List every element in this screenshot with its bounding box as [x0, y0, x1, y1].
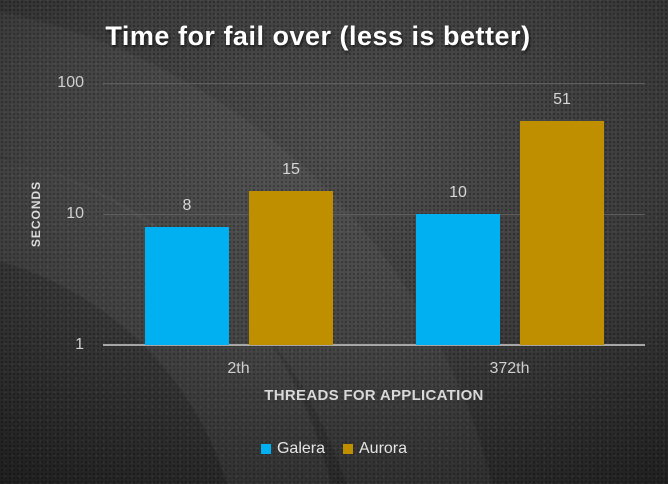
legend-item-aurora: Aurora — [343, 438, 407, 460]
x-axis-title: THREADS FOR APPLICATION — [264, 387, 484, 404]
legend-swatch-galera — [260, 444, 271, 454]
gridline-100 — [103, 83, 645, 84]
y-tick-100: 100 — [57, 74, 84, 91]
plot-area: 8 15 10 51 — [103, 83, 645, 346]
bar-galera-2th — [145, 227, 229, 345]
bar-value-label-aurora-372th: 51 — [553, 91, 571, 108]
legend-swatch-aurora — [343, 444, 353, 454]
y-tick-1: 1 — [75, 336, 84, 353]
bar-value-label-aurora-2th: 15 — [282, 161, 300, 178]
gridline-10 — [103, 214, 645, 215]
bar-value-label-galera-2th: 8 — [182, 197, 192, 214]
x-category-2th: 2th — [227, 360, 250, 377]
chart-title: Time for fail over (less is better) — [105, 21, 531, 51]
y-axis-title: SECONDS — [29, 180, 43, 248]
x-category-372th: 372th — [489, 360, 530, 377]
bar-value-label-galera-372th: 10 — [449, 184, 467, 201]
legend: Galera Aurora — [0, 438, 668, 460]
y-tick-10: 10 — [66, 205, 84, 222]
legend-label-aurora: Aurora — [359, 440, 408, 457]
x-axis-line — [103, 344, 645, 346]
legend-item-galera: Galera — [260, 438, 325, 460]
bar-aurora-372th — [520, 121, 604, 345]
legend-label-galera: Galera — [276, 440, 325, 457]
bar-galera-372th — [416, 214, 500, 345]
bar-aurora-2th — [249, 191, 333, 345]
